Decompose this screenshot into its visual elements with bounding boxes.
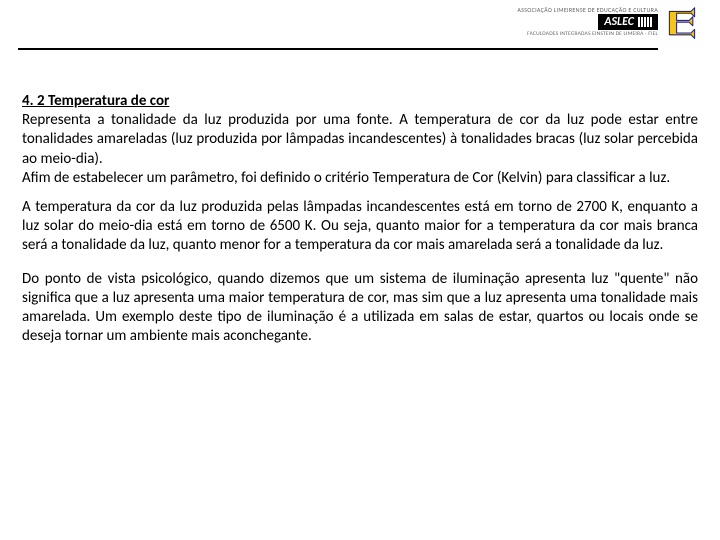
section-title: 4. 2 Temperatura de cor [22, 92, 169, 110]
paragraph-4: Do ponto de vista psicológico, quando di… [22, 270, 698, 347]
paragraph-1: Representa a tonalidade da luz produzida… [22, 111, 698, 167]
org-sub-line: FACULDADES INTEGRADAS EINSTEIN DE LIMEIR… [527, 31, 658, 37]
org-block: ASSOCIAÇÃO LIMEIRENSE DE EDUCAÇÃO E CULT… [517, 6, 658, 37]
section-block-1: 4. 2 Temperatura de cor Representa a ton… [22, 92, 698, 188]
paragraph-2: Afim de estabelecer um parâmetro, foi de… [22, 169, 670, 187]
paragraph-3: A temperatura da cor da luz produzida pe… [22, 198, 698, 256]
org-logo: ASLEC [598, 14, 658, 30]
document-body: 4. 2 Temperatura de cor Representa a ton… [22, 92, 698, 360]
page-header: ASSOCIAÇÃO LIMEIRENSE DE EDUCAÇÃO E CULT… [517, 6, 700, 42]
org-name: ASLEC [604, 15, 634, 29]
header-divider [18, 48, 658, 50]
barcode-icon [638, 17, 652, 27]
org-top-line: ASSOCIAÇÃO LIMEIRENSE DE EDUCAÇÃO E CULT… [517, 6, 658, 14]
einstein-e-icon [664, 6, 700, 42]
